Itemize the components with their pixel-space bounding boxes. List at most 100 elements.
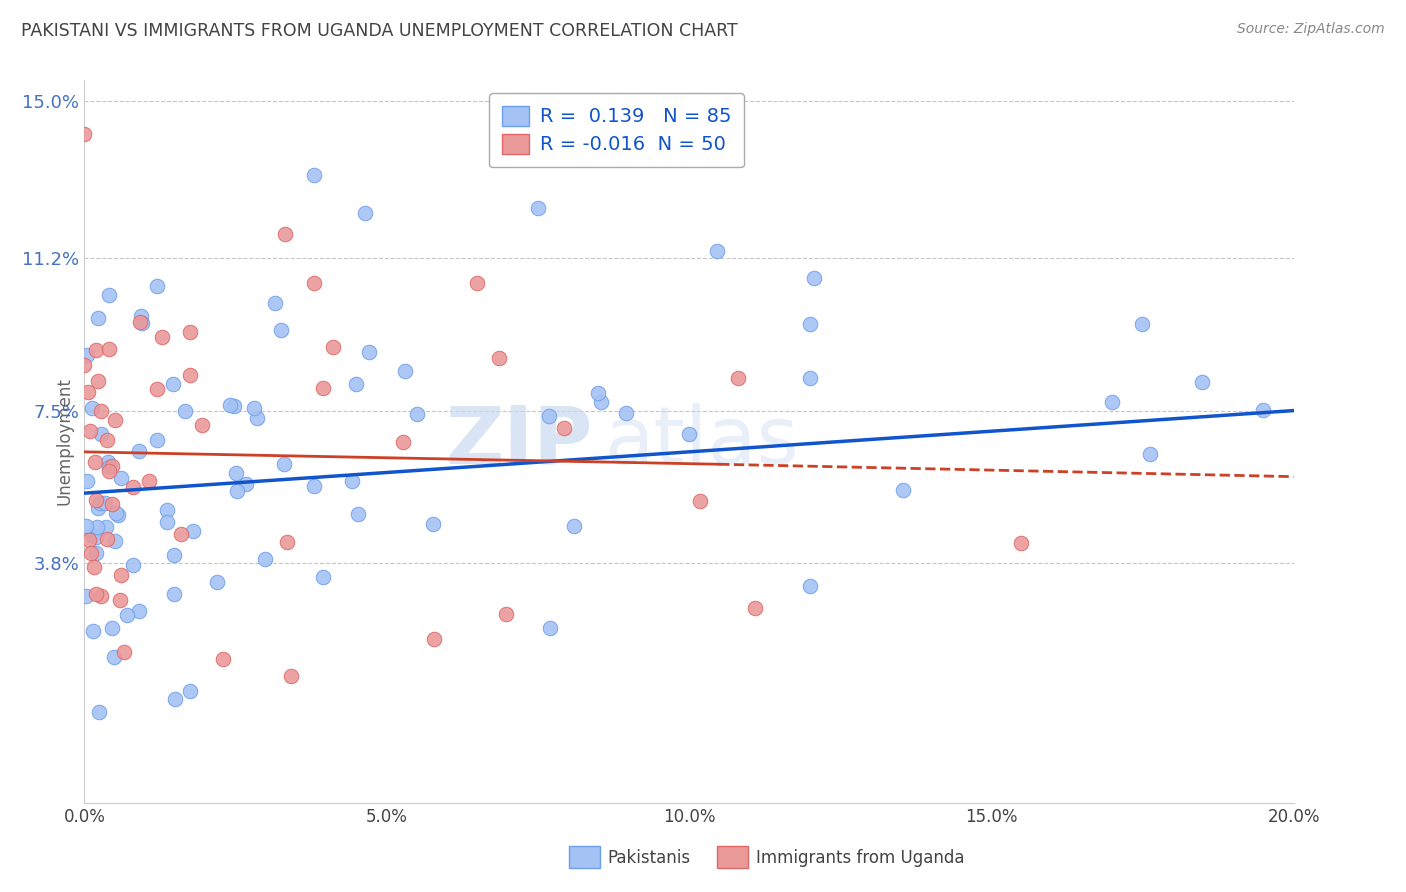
Legend: R =  0.139   N = 85, R = -0.016  N = 50: R = 0.139 N = 85, R = -0.016 N = 50 [489,93,744,167]
Point [96,433,118,447]
Point [150,330,173,344]
Point [98,342,121,356]
Text: Pakistanis: Pakistanis [607,849,690,867]
Point [97,288,120,302]
Point [82,528,104,542]
Point [90,427,112,442]
Point [467,276,489,290]
Point [86,520,108,534]
Text: atlas: atlas [605,402,799,481]
Point [799,579,821,593]
Point [1011,535,1033,549]
Point [75,518,97,533]
Point [179,684,201,698]
Point [104,533,127,548]
Point [553,421,575,435]
Point [101,459,124,474]
Point [79,546,101,560]
Point [406,407,429,421]
Point [706,244,728,259]
Point [165,691,187,706]
Point [90,589,112,603]
Point [84,343,107,357]
Point [322,340,344,354]
Point [357,344,380,359]
Point [86,500,108,515]
Point [82,401,104,415]
Point [174,403,197,417]
Point [1101,394,1123,409]
Point [538,621,561,635]
Point [73,127,96,141]
Point [90,404,112,418]
Point [744,600,766,615]
Point [423,632,446,646]
Point [96,520,118,534]
Point [226,484,249,499]
Point [678,426,700,441]
Point [82,624,104,638]
Point [527,201,550,215]
Point [146,433,169,447]
Point [803,271,825,285]
Point [131,316,153,330]
Point [179,368,201,383]
Point [107,508,129,523]
Point [76,384,98,399]
Point [1130,317,1153,331]
Point [893,483,915,498]
Point [86,492,108,507]
Point [73,358,96,372]
Point [103,650,125,665]
Point [87,311,110,326]
Point [727,371,749,385]
Point [170,527,193,541]
Point [156,503,179,517]
Point [495,607,517,621]
Text: ZIP: ZIP [444,402,592,481]
Point [276,535,298,549]
Point [83,560,105,574]
Point [179,325,201,339]
Point [146,279,169,293]
Point [422,516,444,531]
Point [225,466,247,480]
Point [87,374,110,388]
Point [89,706,111,720]
Point [75,589,97,603]
Point [302,276,325,290]
Point [235,476,257,491]
Point [76,348,98,362]
Point [146,383,169,397]
Point [562,518,585,533]
Point [97,460,120,475]
Point [110,471,132,485]
Point [689,494,711,508]
Point [84,530,107,544]
Point [86,545,108,559]
Point [207,574,229,589]
Text: PAKISTANI VS IMMIGRANTS FROM UGANDA UNEMPLOYMENT CORRELATION CHART: PAKISTANI VS IMMIGRANTS FROM UGANDA UNEM… [21,22,738,40]
Point [280,669,302,683]
Point [253,551,276,566]
Point [94,496,117,510]
Point [273,227,295,241]
Point [97,455,120,469]
Text: Source: ZipAtlas.com: Source: ZipAtlas.com [1237,22,1385,37]
Point [181,524,204,538]
Point [1139,447,1161,461]
Point [121,480,143,494]
Point [163,587,186,601]
Point [79,425,101,439]
Point [100,497,122,511]
Point [156,515,179,529]
Point [588,385,610,400]
Point [394,364,416,378]
Point [115,607,138,622]
Point [97,464,120,478]
Point [302,168,325,182]
Y-axis label: Unemployment: Unemployment [55,377,73,506]
Point [129,309,152,323]
Point [799,370,821,384]
Point [212,652,235,666]
